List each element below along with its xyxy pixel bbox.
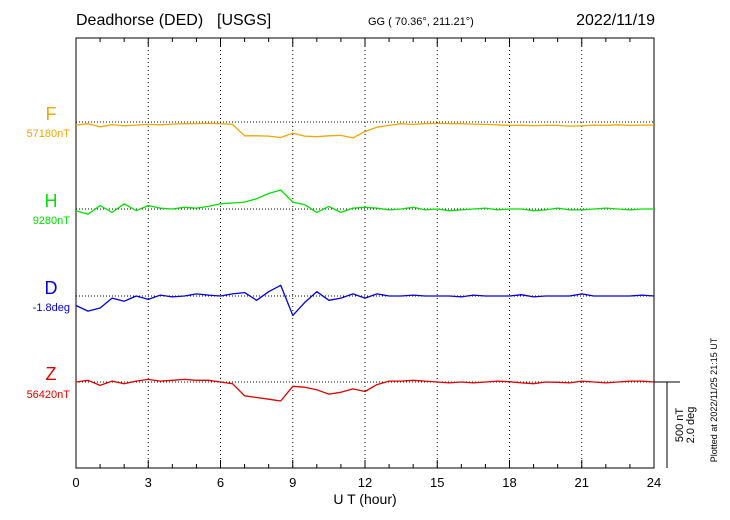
x-axis-label: U T (hour) — [333, 491, 396, 507]
coords-label: GG ( 70.36°, 211.21°) — [368, 16, 474, 28]
scale-nt-label: 500 nT — [674, 408, 686, 443]
x-tick-label: 15 — [430, 475, 444, 490]
channel-baseline-F: 57180nT — [27, 128, 71, 140]
source-label: [USGS] — [217, 12, 271, 29]
x-tick-label: 0 — [72, 475, 79, 490]
series-line-F — [75, 122, 654, 139]
channel-name-Z: Z — [46, 364, 57, 384]
x-tick-labels: 0 3 6 9 12 15 18 21 24 — [72, 475, 661, 490]
x-tick-label: 24 — [647, 475, 661, 490]
series-line-D — [75, 284, 655, 317]
series-group — [75, 121, 655, 402]
x-tick-label: 12 — [358, 475, 372, 490]
series-line-H — [75, 189, 654, 215]
series-line-Z — [75, 378, 655, 402]
plotted-timestamp: Plotted at 2022/11/25 21:15 UT — [709, 337, 719, 462]
x-tick-label: 18 — [502, 475, 516, 490]
scale-deg-label: 2.0 deg — [685, 407, 697, 444]
x-tick-label: 9 — [289, 475, 296, 490]
channel-labels: F 57180nT H 9280nT D -1.8deg Z 56420nT — [27, 104, 71, 401]
x-tick-label: 3 — [145, 475, 152, 490]
channel-name-H: H — [45, 191, 58, 211]
channel-baseline-Z: 56420nT — [27, 389, 71, 401]
date-label: 2022/11/19 — [576, 12, 655, 29]
channel-baseline-D: -1.8deg — [33, 302, 70, 314]
x-tick-label: 6 — [217, 475, 224, 490]
x-tick-label: 21 — [575, 475, 589, 490]
station-title: Deadhorse (DED) — [76, 12, 203, 29]
grid-lines — [147, 38, 583, 468]
channel-baseline-H: 9280nT — [33, 215, 71, 227]
channel-name-F: F — [46, 104, 57, 124]
x-axis-ticks — [75, 38, 655, 468]
channel-name-D: D — [45, 278, 58, 298]
